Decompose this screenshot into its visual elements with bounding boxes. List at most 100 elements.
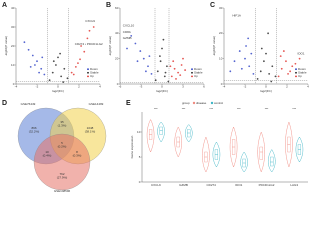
point (238, 50, 241, 52)
x-tick-label: IDO1 (235, 183, 242, 187)
point (79, 58, 81, 61)
point (163, 75, 166, 78)
point (271, 65, 274, 68)
legend-title: group (182, 101, 190, 105)
point (247, 37, 250, 40)
annotation: CXCL10 (123, 24, 135, 28)
x-tick-label: -6 (119, 85, 122, 89)
point (66, 77, 69, 80)
venn-count: 5 (61, 141, 63, 145)
point (274, 75, 277, 78)
annotation: CD274 • PDCD1LG2 (75, 42, 103, 46)
point (139, 50, 142, 52)
point (245, 45, 247, 47)
point (63, 67, 66, 70)
legend-swatch (295, 68, 297, 71)
box (259, 146, 263, 160)
x-tick-label: CD274 (206, 183, 216, 187)
point (43, 73, 46, 76)
point (147, 65, 149, 68)
point (74, 66, 77, 68)
legend-swatch (87, 75, 89, 78)
x-tick-label: 0 (57, 85, 59, 89)
point (77, 62, 79, 64)
x-tick-label: -4 (15, 85, 18, 89)
point (248, 65, 251, 68)
violin (268, 149, 276, 173)
point (130, 34, 133, 37)
point (289, 70, 292, 73)
legend-label: Up (194, 74, 198, 78)
point (180, 64, 183, 66)
legend-swatch (191, 71, 193, 74)
point (142, 57, 145, 60)
y-tick-label: 40 (115, 31, 119, 35)
point (27, 48, 30, 51)
venn-set-name: GSE76449 (21, 102, 36, 106)
y-tick-label: 10 (11, 63, 15, 67)
box (270, 156, 274, 167)
point (173, 67, 176, 70)
point (52, 60, 55, 63)
point (48, 79, 51, 82)
point (86, 37, 89, 40)
point (166, 65, 168, 68)
point (298, 57, 301, 60)
y-tick-label: 0 (117, 82, 119, 86)
significance: *** (265, 107, 269, 111)
significance: *** (209, 107, 213, 111)
y-tick-label: 0 (13, 82, 15, 86)
point (31, 54, 34, 57)
panel-label: B (106, 2, 111, 9)
point (291, 65, 294, 68)
point (159, 60, 162, 63)
venn-count: 10 (45, 150, 49, 154)
venn-count: 1048 (87, 126, 94, 130)
y-axis-label: -log10(P value) (4, 36, 8, 56)
point (148, 55, 151, 58)
violin (240, 151, 248, 173)
point (270, 80, 273, 83)
y-tick-label: 10 (219, 56, 223, 60)
legend-swatch (191, 68, 193, 71)
panel-label: D (2, 100, 7, 107)
violin (229, 126, 238, 168)
point (29, 66, 32, 68)
point (126, 47, 128, 50)
point (83, 50, 86, 53)
point (175, 78, 177, 80)
venn-set-name: GSE148596 (54, 189, 71, 193)
point (70, 71, 73, 74)
violin (285, 121, 293, 168)
point (265, 52, 267, 55)
x-tick-label: 4 (99, 85, 101, 89)
point (72, 73, 75, 76)
point (263, 60, 265, 63)
point (154, 79, 157, 82)
legend-swatch (295, 71, 297, 74)
y-axis-label: -log10(P value) (212, 36, 216, 56)
x-tick-label: CXCL9 (151, 183, 161, 187)
violin (146, 119, 155, 153)
x-tick-label: 2 (286, 85, 288, 89)
x-tick-label: 3 (182, 85, 184, 89)
point (136, 60, 139, 63)
point (60, 75, 63, 78)
venn-count: 896 (31, 126, 36, 130)
x-tick-label: -2 (244, 85, 247, 89)
box (159, 126, 163, 135)
venn-set-name: GSE14499 (89, 102, 104, 106)
legend-swatch (210, 101, 214, 105)
y-tick-label: 20 (115, 56, 119, 60)
point (59, 52, 61, 55)
point (279, 55, 282, 58)
point (23, 41, 26, 44)
point (177, 71, 180, 74)
x-tick-label: LAG3 (290, 183, 298, 187)
y-tick-label: 20 (11, 44, 15, 48)
x-tick-label: -4 (223, 85, 226, 89)
point (88, 29, 91, 32)
point (244, 57, 246, 60)
y-axis-label: Gene expression (130, 135, 134, 158)
point (159, 55, 161, 58)
